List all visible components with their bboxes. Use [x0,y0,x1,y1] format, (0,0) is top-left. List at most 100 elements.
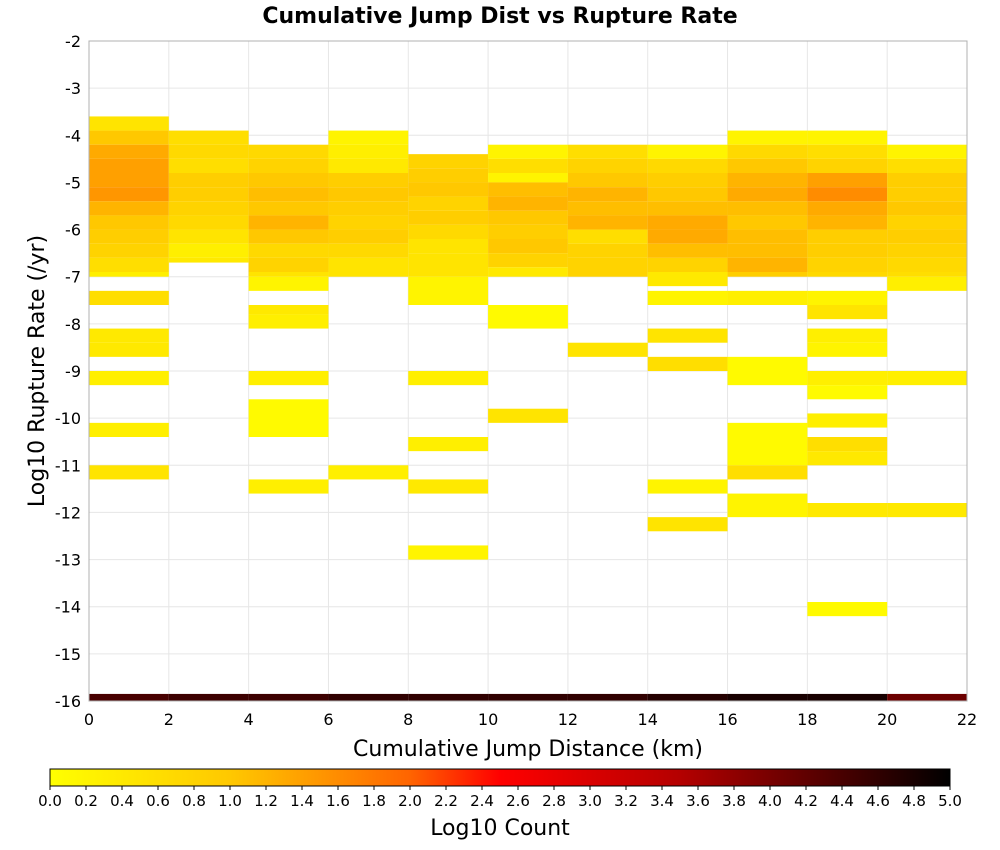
heatmap-cell [807,451,888,466]
heatmap-cell [567,693,648,701]
heatmap-cell [807,130,888,145]
colorbar-tick-label: 0.4 [110,792,134,810]
heatmap-cell [328,693,409,701]
heatmap-cell [727,144,808,159]
heatmap-cell [807,602,888,617]
heatmap-cell [807,385,888,400]
colorbar-tick-label: 3.2 [614,792,638,810]
heatmap-cell [248,479,329,494]
heatmap-cell [887,229,967,244]
colorbar-tick-label: 3.0 [578,792,602,810]
heatmap-cell [408,371,489,386]
heatmap-cell [567,272,648,277]
plot-frame [88,40,968,702]
heatmap-cell [727,173,808,188]
heatmap-cell [647,229,728,244]
heatmap-cell [488,305,568,329]
heatmap-cell [89,173,169,188]
heatmap-cell [807,215,888,230]
heatmap-cell [248,693,329,701]
heatmap-cell [567,342,648,357]
colorbar-tick-label: 1.4 [290,792,314,810]
heatmap-cell [89,215,169,230]
chart-title: Cumulative Jump Dist vs Rupture Rate [262,4,737,29]
heatmap-cell [567,201,648,216]
y-tick-label: -10 [55,409,81,428]
y-tick-label: -5 [65,173,81,192]
heatmap-cell [248,201,329,216]
y-axis-label: Log10 Rupture Rate (/yr) [25,235,50,507]
heatmap-cell [647,173,728,188]
heatmap-cell [328,173,409,188]
heatmap-cell [328,187,409,202]
heatmap-cell [89,342,169,357]
heatmap-cell [807,158,888,173]
heatmap-cell [89,693,169,701]
heatmap-cell [887,144,967,159]
x-tick-label: 6 [323,710,333,729]
heatmap-cell [248,371,329,386]
heatmap-cell [248,144,329,159]
heatmap-cell [168,215,249,230]
heatmap-cell [807,413,888,428]
colorbar-tick-label: 0.8 [182,792,206,810]
x-tick-label: 2 [164,710,174,729]
heatmap-cell [887,272,967,277]
heatmap-cell [328,272,409,277]
heatmap-cell [89,201,169,216]
colorbar-tick-label: 0.2 [74,792,98,810]
heatmap-cell [807,305,888,320]
heatmap-cell [647,479,728,494]
y-tick-label: -16 [55,692,81,711]
heatmap-cell [887,276,967,291]
heatmap-cell [887,158,967,173]
x-tick-label: 8 [403,710,413,729]
heatmap-cell [89,371,169,386]
heatmap-cell [408,210,489,225]
heatmap-cell [567,215,648,230]
heatmap-cell [408,272,489,277]
heatmap-cell [248,173,329,188]
heatmap-cell [408,224,489,239]
heatmap-cell [647,517,728,532]
heatmap-cell [647,290,728,305]
heatmap-cell [488,210,568,225]
colorbar-tick-label: 4.0 [758,792,782,810]
heatmap-cell [727,356,808,386]
heatmap-cell [567,144,648,159]
heatmap-cell [807,257,888,272]
heatmap-cell [647,158,728,173]
heatmap-cell [408,168,489,183]
heatmap-cell [168,130,249,145]
heatmap-cell [807,342,888,357]
colorbar-tick-label: 5.0 [938,792,962,810]
heatmap-cell [727,201,808,216]
colorbar-tick-label: 0.0 [38,792,62,810]
heatmap-cell [887,187,967,202]
colorbar [49,768,951,787]
heatmap-cell [328,158,409,173]
y-tick-label: -3 [65,79,81,98]
heatmap-cell [248,229,329,244]
heatmap-cell [727,243,808,258]
x-tick-label: 16 [717,710,737,729]
heatmap-cell [727,158,808,173]
y-tick-label: -12 [55,503,81,522]
heatmap-cell [807,272,888,277]
heatmap-cell [248,215,329,230]
heatmap-cell [567,229,648,244]
x-tick-label: 14 [638,710,658,729]
heatmap-cell [488,693,568,701]
heatmap-cell [89,144,169,159]
heatmap-cell [567,243,648,258]
heatmap-cell [248,399,329,437]
heatmap-cell [168,144,249,159]
heatmap-cell [807,693,888,701]
heatmap-cell [488,196,568,211]
heatmap-cell [408,545,489,560]
heatmap-cell [168,243,249,258]
colorbar-tick-label: 1.2 [254,792,278,810]
heatmap-cell [887,693,967,701]
heatmap-cell [887,215,967,230]
